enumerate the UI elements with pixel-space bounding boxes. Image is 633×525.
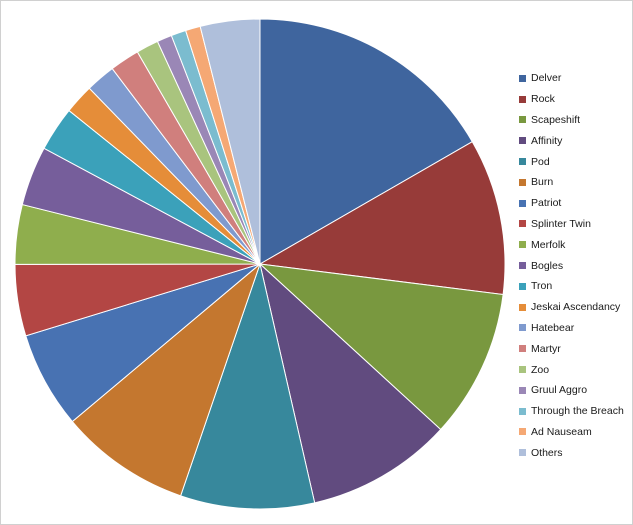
legend-label: Affinity: [531, 134, 563, 147]
legend-label: Through the Breach: [531, 405, 624, 418]
legend-label: Merfolk: [531, 238, 566, 251]
legend-item: Jeskai Ascendancy: [519, 297, 624, 318]
pie-slice-delver: [259, 18, 473, 265]
legend-label: Martyr: [531, 342, 561, 355]
legend-swatch: [519, 95, 526, 103]
legend-swatch: [519, 116, 526, 124]
legend-item: Rock: [519, 89, 624, 110]
legend-swatch: [519, 324, 526, 332]
legend-swatch: [519, 74, 526, 82]
legend-swatch: [519, 158, 526, 166]
legend-item: Tron: [519, 276, 624, 297]
pie-slice-pod: [180, 262, 316, 510]
legend-item: Hatebear: [519, 318, 624, 339]
legend-item: Zoo: [519, 359, 624, 380]
legend-swatch: [519, 428, 526, 436]
legend-label: Splinter Twin: [531, 217, 591, 230]
legend-label: Others: [531, 446, 563, 459]
legend-item: Delver: [519, 68, 624, 89]
legend-item: Bogles: [519, 255, 624, 276]
legend-label: Rock: [531, 93, 555, 106]
legend-swatch: [519, 178, 526, 186]
pie-slice-rock: [258, 141, 506, 296]
legend-label: Jeskai Ascendancy: [531, 301, 621, 314]
legend-label: Bogles: [531, 259, 564, 272]
legend-label: Hatebear: [531, 321, 575, 334]
legend-item: Others: [519, 442, 624, 463]
legend-swatch: [519, 199, 526, 207]
legend-swatch: [519, 366, 526, 374]
legend-label: Pod: [531, 155, 550, 168]
legend-swatch: [519, 137, 526, 145]
legend-item: Martyr: [519, 338, 624, 359]
legend-label: Delver: [531, 72, 562, 85]
pie-slice-burn: [71, 262, 262, 497]
legend-swatch: [519, 282, 526, 290]
legend-swatch: [519, 303, 526, 311]
legend-item: Gruul Aggro: [519, 380, 624, 401]
legend-item: Scapeshift: [519, 110, 624, 131]
legend-item: Splinter Twin: [519, 214, 624, 235]
pie-slice-affinity: [259, 262, 442, 504]
pie-slice-scapeshift: [258, 263, 504, 431]
legend-item: Burn: [519, 172, 624, 193]
legend-label: Gruul Aggro: [531, 384, 588, 397]
legend-item: Pod: [519, 151, 624, 172]
chart-legend: Delver Rock Scapeshift Affinity Pod Burn Patri…: [519, 68, 624, 463]
legend-label: Burn: [531, 176, 554, 189]
legend-label: Scapeshift: [531, 113, 581, 126]
legend-item: Patriot: [519, 193, 624, 214]
legend-swatch: [519, 386, 526, 394]
legend-label: Tron: [531, 280, 553, 293]
legend-label: Patriot: [531, 197, 562, 210]
legend-label: Zoo: [531, 363, 550, 376]
legend-swatch: [519, 345, 526, 353]
legend-item: Merfolk: [519, 234, 624, 255]
legend-label: Ad Nauseam: [531, 425, 592, 438]
legend-swatch: [519, 407, 526, 415]
legend-swatch: [519, 449, 526, 457]
legend-swatch: [519, 241, 526, 249]
legend-item: Affinity: [519, 130, 624, 151]
legend-swatch: [519, 220, 526, 228]
pie-slice-others: [199, 18, 261, 265]
legend-item: Through the Breach: [519, 401, 624, 422]
legend-item: Ad Nauseam: [519, 422, 624, 443]
legend-swatch: [519, 262, 526, 270]
